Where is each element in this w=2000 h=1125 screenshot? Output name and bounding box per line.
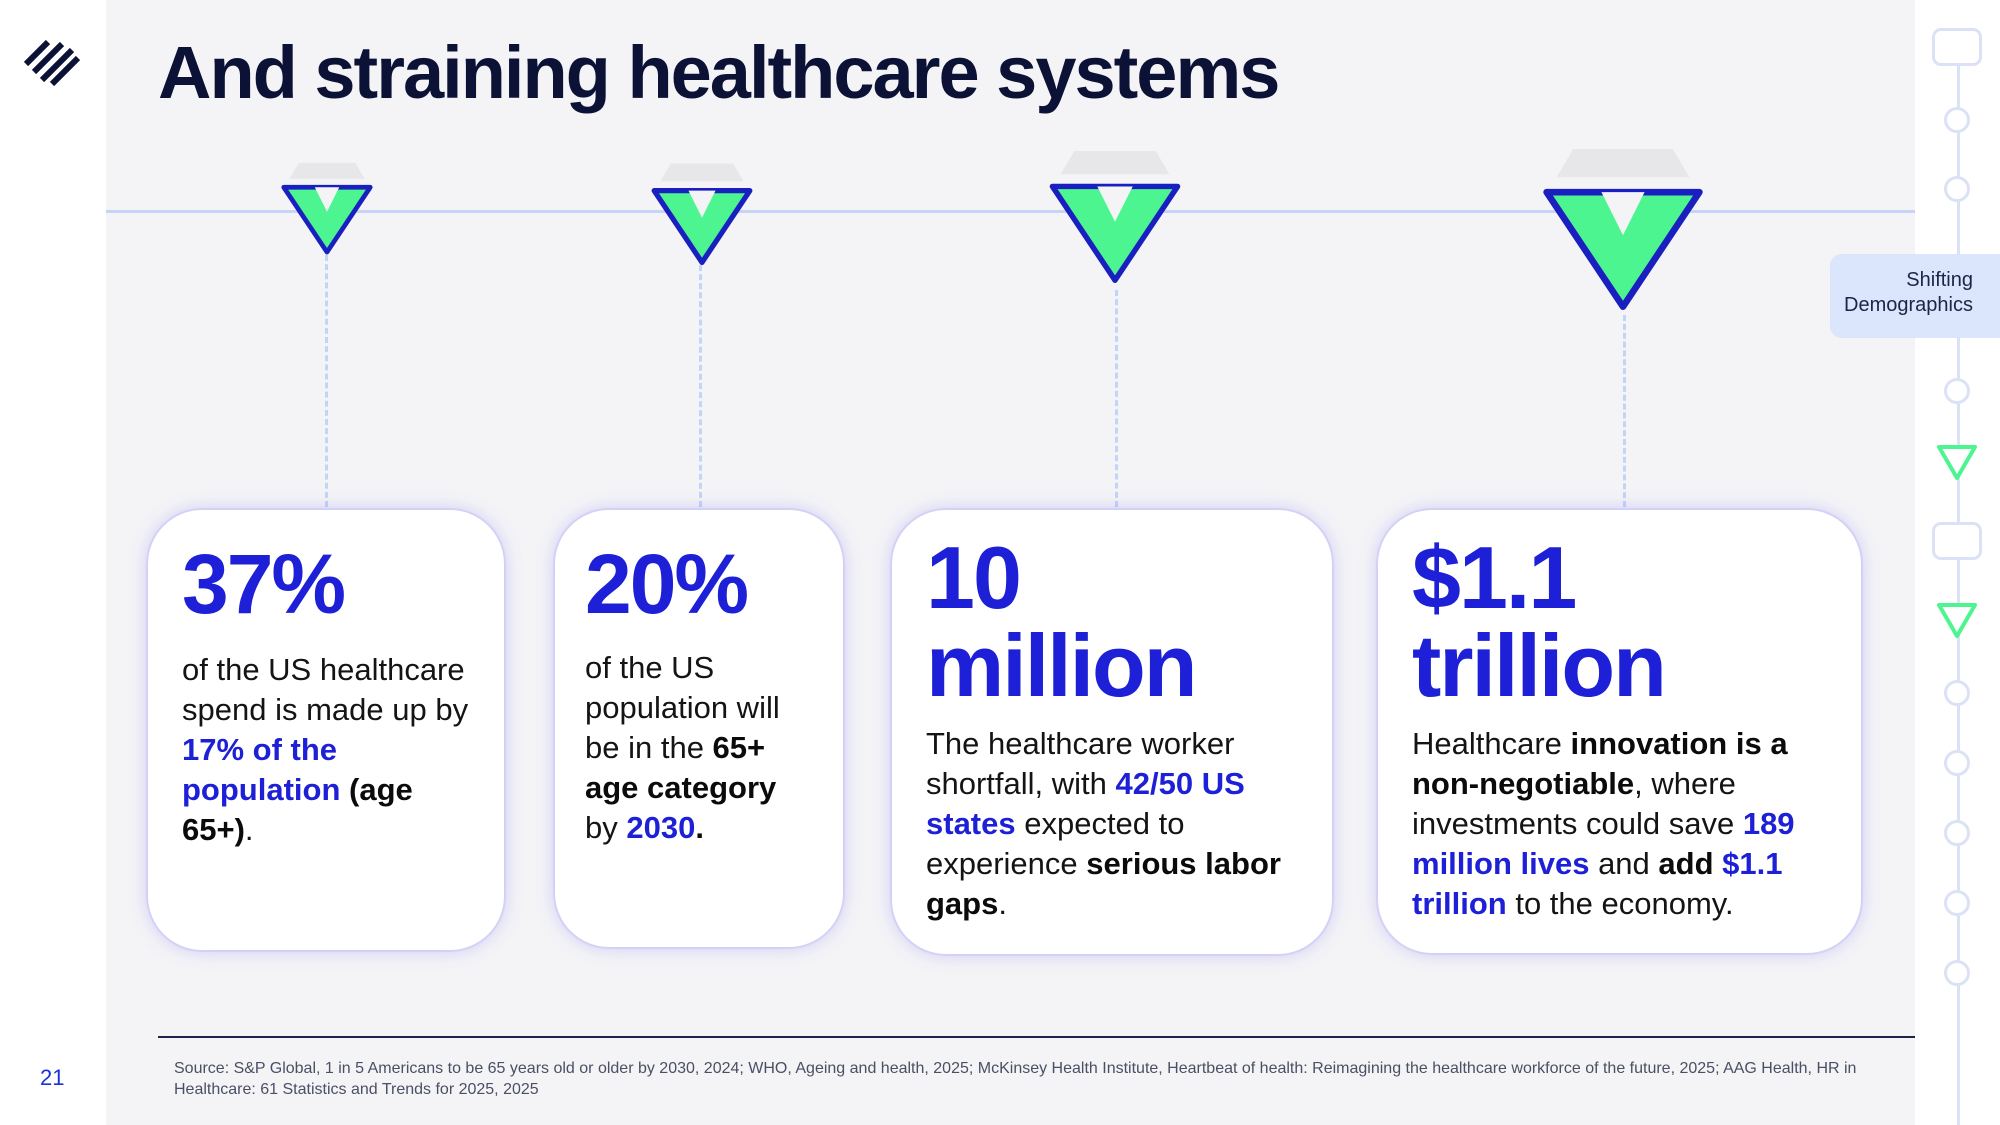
nav-rail-step[interactable] <box>1944 820 1970 846</box>
nav-rail-step[interactable] <box>1944 378 1970 404</box>
body-text <box>1714 846 1723 881</box>
body-text: The healthcare worker shortfall, with <box>926 726 1235 801</box>
body-text: to the economy. <box>1506 886 1734 921</box>
stat-value: 20% <box>585 537 749 631</box>
body-text: and <box>1589 846 1659 881</box>
source-citation: Source: S&P Global, 1 in 5 Americans to … <box>174 1060 1857 1098</box>
page-title: And straining healthcare systems <box>158 31 1280 114</box>
stat-card-population-65: 20% of the US population will be in the … <box>555 510 843 947</box>
highlight-text: 2030 <box>626 810 696 845</box>
timeline-marker-icon <box>651 163 753 266</box>
nav-rail-step-box[interactable] <box>1932 28 1982 66</box>
body-text: of the US population will be in the <box>585 650 780 765</box>
timeline-connector <box>699 265 702 507</box>
nav-rail-active-step-icon[interactable] <box>1936 602 1978 640</box>
timeline-connector <box>325 255 328 507</box>
timeline-line <box>106 210 1915 213</box>
stat-description: of the US population will be in the 65+ … <box>585 648 813 848</box>
nav-rail-step[interactable] <box>1944 176 1970 202</box>
body-text: expected to experience <box>926 806 1185 881</box>
page-number: 21 <box>40 1065 65 1090</box>
bold-text: 65+ age category <box>585 730 777 805</box>
nav-rail-step[interactable] <box>1944 107 1970 133</box>
stat-card-healthcare-spend: 37% of the US healthcare spend is made u… <box>148 510 504 950</box>
stat-value-line1: 10 <box>926 528 1022 627</box>
stat-value-line1: $1.1 <box>1412 528 1577 627</box>
nav-rail-active-step-icon[interactable] <box>1936 444 1978 482</box>
section-tab-shifting-demographics[interactable]: Shifting Demographics <box>1830 254 2000 338</box>
bold-text: add <box>1658 846 1714 881</box>
bold-text: . <box>695 810 704 845</box>
nav-rail-step[interactable] <box>1944 960 1970 986</box>
timeline-marker-icon <box>1049 151 1181 283</box>
brand-logo-icon <box>23 39 81 86</box>
body-text: by <box>585 810 627 845</box>
highlight-text: $1.1 trillion <box>1412 846 1783 921</box>
highlight-text: 189 million lives <box>1412 806 1795 881</box>
stat-card-worker-shortfall: 10 million The healthcare worker shortfa… <box>892 510 1332 954</box>
body-text <box>340 772 349 807</box>
stat-value-line2: million <box>926 616 1198 715</box>
footer-divider <box>158 1036 1915 1038</box>
body-text: of the US healthcare spend is made up by <box>182 652 469 727</box>
timeline-connector <box>1623 315 1626 507</box>
timeline-connector <box>1115 290 1118 507</box>
bold-text: serious labor gaps <box>926 846 1281 921</box>
stat-description: The healthcare worker shortfall, with 42… <box>926 724 1302 924</box>
highlight-text: 42/50 US states <box>926 766 1245 841</box>
section-tab-label-line1: Shifting <box>1906 269 1973 291</box>
body-text: . <box>244 812 254 847</box>
nav-rail-step-box[interactable] <box>1932 522 1982 560</box>
nav-rail-step[interactable] <box>1944 890 1970 916</box>
stat-value-line2: trillion <box>1412 616 1667 715</box>
body-text: , where investments could save <box>1412 766 1743 841</box>
body-text: Healthcare <box>1412 726 1571 761</box>
nav-rail-step[interactable] <box>1944 680 1970 706</box>
stat-card-innovation: $1.1 trillion Healthcare innovation is a… <box>1378 510 1861 953</box>
section-tab-label-line2: Demographics <box>1844 294 1973 316</box>
bold-text: innovation is a non-negotiable <box>1412 726 1788 801</box>
stat-description: Healthcare innovation is a non-negotiabl… <box>1412 724 1831 924</box>
body-text: . <box>998 886 1007 921</box>
stat-description: of the US healthcare spend is made up by… <box>182 650 474 850</box>
highlight-text: 17% of the population <box>182 732 341 807</box>
timeline-marker-icon <box>281 162 373 255</box>
nav-rail-step[interactable] <box>1944 750 1970 776</box>
nav-rail-line <box>1957 40 1960 1125</box>
stat-value: 37% <box>182 537 346 631</box>
timeline-marker-icon <box>1543 148 1703 310</box>
bold-text: (age 65+) <box>182 772 413 847</box>
